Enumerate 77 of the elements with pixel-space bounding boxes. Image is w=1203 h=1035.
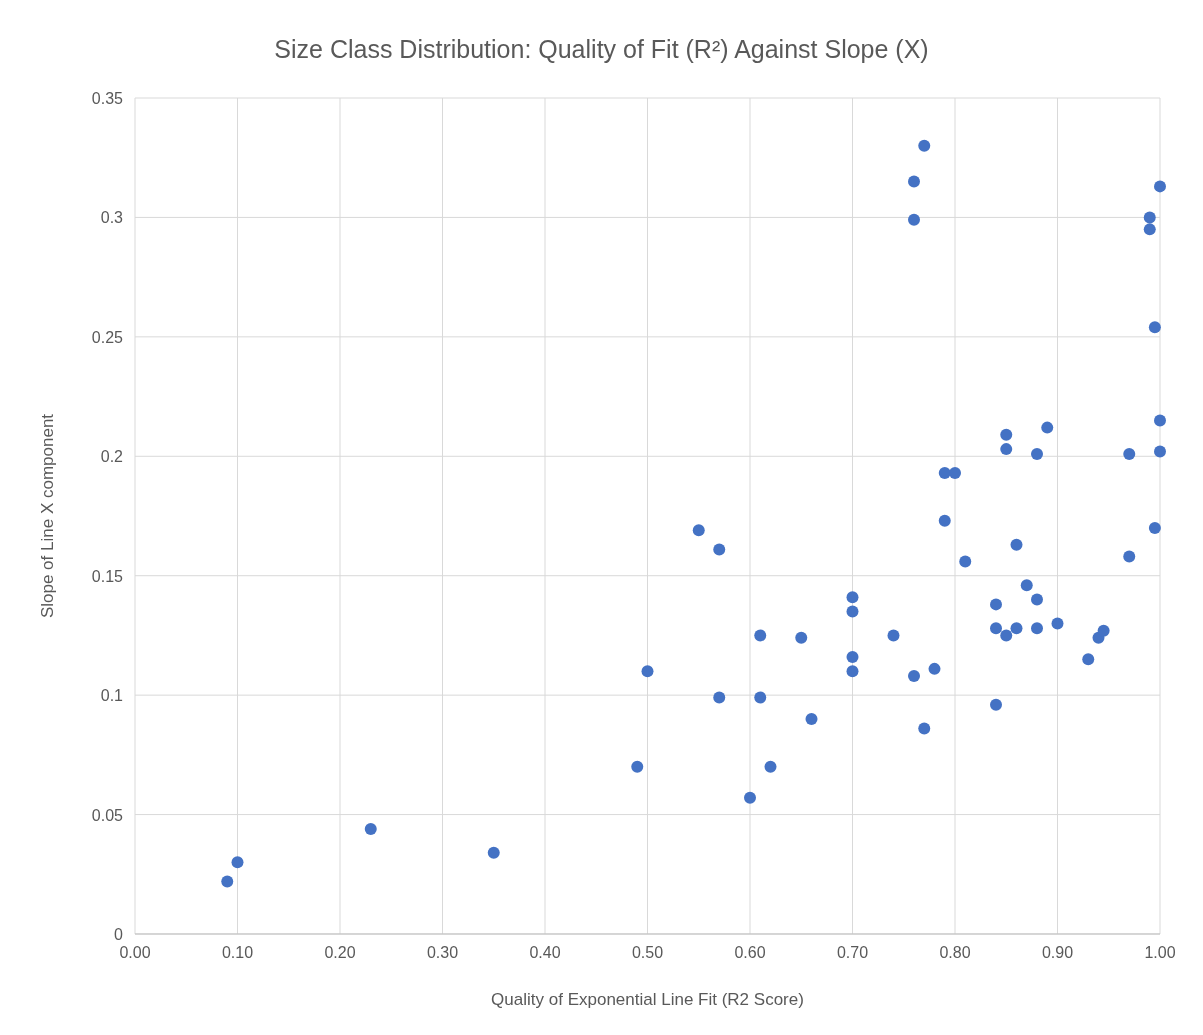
- x-axis-title: Quality of Exponential Line Fit (R2 Score): [491, 990, 804, 1009]
- x-tick-label: 0.20: [324, 944, 356, 961]
- point: [990, 598, 1002, 611]
- point: [1000, 428, 1013, 441]
- point: [795, 631, 808, 644]
- point: [487, 846, 500, 859]
- y-tick-label: 0.2: [100, 448, 124, 466]
- point: [805, 713, 818, 726]
- point: [938, 514, 951, 527]
- y-tick-label: 0.35: [91, 90, 124, 107]
- point: [1041, 421, 1054, 434]
- point: [221, 875, 234, 888]
- y-tick-label: 0.3: [100, 209, 124, 227]
- y-tick-label: 0.1: [100, 687, 124, 705]
- point: [918, 722, 931, 735]
- point: [764, 760, 777, 773]
- x-tick-label: 0.00: [119, 944, 151, 961]
- point: [744, 791, 756, 804]
- point: [692, 524, 705, 537]
- x-tick-label: 0.30: [426, 944, 459, 961]
- point: [990, 698, 1002, 711]
- y-axis-title: Slope of Line X component: [38, 413, 57, 619]
- point: [887, 629, 900, 642]
- point: [1000, 629, 1013, 642]
- point: [846, 650, 859, 663]
- point: [846, 591, 859, 604]
- point: [908, 213, 920, 226]
- point: [713, 543, 726, 556]
- point: [846, 605, 859, 618]
- point: [1010, 538, 1023, 551]
- point: [949, 467, 961, 480]
- point: [631, 760, 644, 773]
- point: [1082, 653, 1095, 666]
- point: [1148, 521, 1161, 534]
- point: [1143, 223, 1156, 236]
- point: [1154, 414, 1166, 427]
- point: [959, 555, 972, 568]
- x-tick-label: 0.80: [939, 944, 971, 961]
- y-tick-label: 0.25: [91, 328, 124, 346]
- point: [1154, 445, 1166, 458]
- point: [918, 139, 931, 152]
- point: [231, 856, 244, 869]
- point: [928, 662, 941, 675]
- x-tick-label: 0.90: [1041, 944, 1074, 961]
- y-tick-label: 0.15: [91, 567, 124, 585]
- x-tick-label: 0.60: [734, 944, 766, 961]
- point: [938, 467, 951, 480]
- point: [1148, 321, 1161, 334]
- point: [846, 665, 859, 678]
- point: [908, 175, 920, 188]
- x-tick-label: 0.40: [529, 944, 561, 961]
- point: [1051, 617, 1064, 630]
- point: [1123, 550, 1136, 563]
- point: [754, 691, 767, 704]
- point: [1020, 579, 1033, 592]
- point: [1031, 593, 1043, 606]
- point: [364, 822, 377, 835]
- point: [1154, 180, 1166, 193]
- x-tick-label: 0.70: [836, 944, 869, 961]
- point: [1097, 624, 1110, 637]
- point: [1031, 622, 1043, 635]
- point: [754, 629, 767, 642]
- point: [1143, 211, 1156, 224]
- point: [713, 691, 726, 704]
- y-tick-label: 0: [114, 926, 124, 943]
- point: [1031, 447, 1043, 460]
- point: [908, 670, 920, 683]
- point: [641, 665, 654, 678]
- point: [1000, 443, 1013, 456]
- chart-title: Size Class Distribution: Quality of Fit (R²) Against Slope (X): [274, 35, 929, 63]
- point: [1010, 622, 1023, 635]
- x-tick-label: 0.10: [221, 944, 254, 961]
- x-tick-label: 0.50: [631, 944, 664, 961]
- x-tick-label: 1.00: [1144, 944, 1176, 961]
- point: [990, 622, 1002, 635]
- y-tick-label: 0.05: [91, 806, 124, 824]
- point: [1123, 447, 1136, 460]
